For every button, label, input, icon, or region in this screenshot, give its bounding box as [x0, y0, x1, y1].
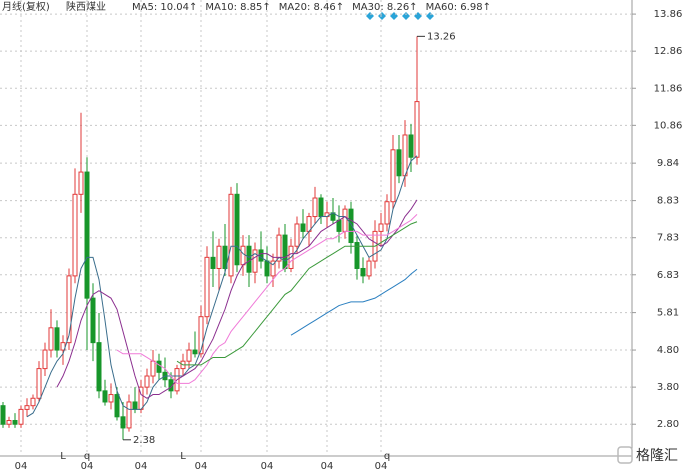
candle-body — [396, 149, 402, 177]
y-tick-label: 4.80 — [657, 345, 679, 356]
candle-body — [300, 223, 306, 232]
ma-line — [26, 155, 418, 418]
x-tick-label: 04 — [81, 461, 94, 472]
candle-body — [318, 197, 324, 218]
y-tick-label: 2.80 — [657, 419, 679, 430]
candle-body — [0, 405, 6, 425]
x-tick-label: 04 — [15, 461, 28, 472]
candle-body — [282, 234, 288, 269]
candle-body — [408, 134, 414, 158]
candle-body — [150, 360, 156, 377]
y-tick-label: 3.80 — [657, 382, 679, 393]
legend-entry: MA10: 8.85↑ — [205, 2, 270, 13]
candle-body — [276, 234, 282, 262]
candle-body — [246, 245, 252, 273]
candle-body — [270, 260, 276, 277]
low-annotation: 2.38 — [133, 435, 155, 446]
candle-body — [360, 267, 366, 277]
candle-body — [402, 134, 408, 177]
candle-body — [66, 275, 72, 344]
candle-body — [84, 171, 90, 299]
candle-body — [234, 193, 240, 266]
candle-body — [252, 249, 258, 273]
candle-body — [42, 349, 48, 370]
legend-entry: MA30: 8.26↑ — [352, 2, 417, 13]
candle-body — [258, 249, 264, 262]
candle-body — [78, 171, 84, 195]
candle-body — [54, 327, 60, 351]
candle-body — [216, 245, 222, 269]
candle-body — [390, 149, 396, 203]
y-tick-label: 10.86 — [654, 120, 683, 131]
candle-body — [108, 394, 114, 403]
candle-body — [48, 327, 54, 351]
ma-line — [116, 213, 418, 384]
watermark: 格隆汇 — [636, 448, 678, 464]
event-label: q — [384, 451, 390, 462]
chart-subtitle: 陕西煤业 — [66, 0, 106, 13]
candle-body — [132, 401, 138, 410]
candle-body — [348, 208, 354, 244]
candle-body — [186, 349, 192, 362]
candle-body — [354, 242, 360, 269]
candle-body — [96, 342, 102, 392]
candle-body — [18, 408, 24, 425]
candle-body — [378, 223, 384, 232]
candle-body — [198, 316, 204, 355]
event-label: L — [60, 451, 66, 462]
candle-body — [342, 208, 348, 232]
event-label: L — [180, 451, 186, 462]
candle-body — [240, 245, 246, 266]
high-annotation: 13.26 — [427, 31, 456, 42]
x-tick-label: 04 — [195, 461, 208, 472]
x-tick-label: 04 — [321, 461, 334, 472]
candle-body — [204, 256, 210, 318]
y-tick-label: 9.84 — [657, 158, 679, 169]
candle-body — [30, 397, 36, 407]
candle-body — [120, 416, 126, 429]
candle-body — [12, 420, 18, 425]
chart-title: 月线(复权) — [2, 0, 50, 13]
ma-line — [56, 199, 418, 399]
candle-body — [414, 101, 420, 158]
y-tick-label: 12.86 — [654, 46, 683, 57]
candle-body — [36, 368, 42, 399]
y-tick-label: 7.83 — [657, 233, 679, 244]
candle-body — [336, 219, 342, 232]
legend-entry: MA60: 6.98↑ — [426, 2, 491, 13]
candle-body — [264, 260, 270, 277]
event-label: q — [84, 451, 90, 462]
ma-line — [176, 221, 418, 366]
y-tick-label: 13.86 — [654, 9, 683, 20]
legend-entry: MA5: 10.04↑ — [132, 2, 197, 13]
y-tick-label: 5.81 — [657, 308, 679, 319]
candle-body — [156, 360, 162, 373]
candle-body — [126, 401, 132, 429]
candle-body — [102, 390, 108, 403]
candle-body — [144, 375, 150, 388]
candle-body — [228, 193, 234, 277]
ma-line — [290, 268, 418, 336]
candle-body — [72, 193, 78, 277]
candle-body — [366, 260, 372, 277]
candle-body — [294, 223, 300, 247]
candle-body — [192, 349, 198, 355]
x-tick-label: 04 — [261, 461, 274, 472]
x-tick-label: 04 — [135, 461, 148, 472]
logo-icon — [617, 446, 633, 464]
candle-body — [384, 201, 390, 225]
candle-body — [312, 197, 318, 218]
x-tick-label: 04 — [375, 461, 388, 472]
y-tick-label: 8.83 — [657, 196, 679, 207]
candle-body — [24, 405, 30, 410]
candle-body — [210, 256, 216, 269]
legend-entry: MA20: 8.46↑ — [279, 2, 344, 13]
candle-body — [222, 245, 228, 269]
y-tick-label: 6.83 — [657, 270, 679, 281]
candle-body — [6, 420, 12, 425]
candle-body — [114, 394, 120, 418]
candle-body — [90, 297, 96, 344]
y-tick-label: 11.86 — [654, 83, 683, 94]
